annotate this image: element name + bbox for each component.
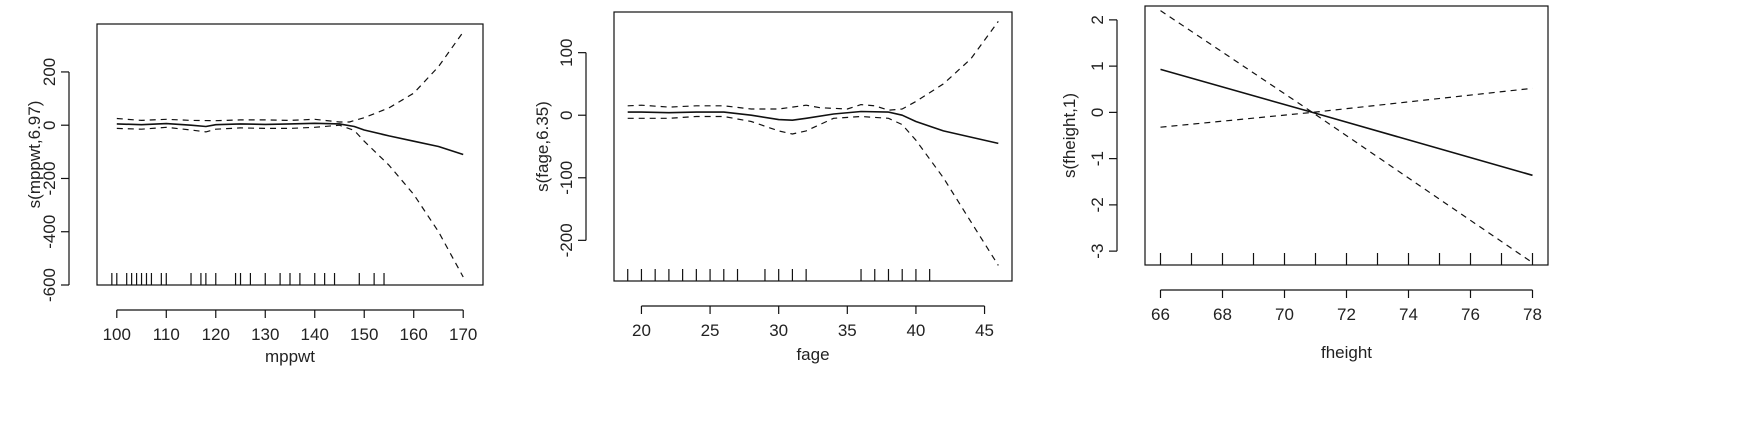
x-tick-label: 68: [1213, 305, 1232, 324]
x-tick-label: 160: [400, 325, 428, 344]
x-tick-label: 35: [838, 321, 857, 340]
x-tick-label: 100: [103, 325, 131, 344]
x-tick-label: 25: [701, 321, 720, 340]
x-tick-label: 20: [632, 321, 651, 340]
x-tick-label: 130: [251, 325, 279, 344]
chart-panel-3: 66 68 70 72 74 76 78 -3 -2 -1 0 1 2 fheight s(fheight,…: [1060, 5, 1549, 362]
y-axis-title: s(fheight,1): [1060, 93, 1079, 178]
x-tick-label: 45: [975, 321, 994, 340]
y-axis-title: s(mppwt,6.97): [25, 101, 44, 209]
y-axis-title: s(fage,6.35): [533, 101, 552, 192]
y-tick-label: -1: [1088, 151, 1107, 166]
x-tick-label: 76: [1461, 305, 1480, 324]
chart-panel-2: 20 25 30 35 40 45 -200 -100 0 100 fage s(fage,6.35): [533, 11, 1013, 364]
y-tick-label: -200: [40, 161, 59, 195]
x-tick-label: 110: [153, 325, 180, 344]
x-axis-title: fage: [796, 345, 829, 364]
lower-band-line: [116, 124, 464, 278]
x-tick-label: 66: [1151, 305, 1170, 324]
y-tick-label: 0: [40, 120, 59, 129]
upper-band-line: [116, 31, 464, 123]
y-tick-label: 200: [40, 58, 59, 86]
y-tick-label: 2: [1088, 15, 1107, 24]
y-tick-label: 100: [557, 38, 576, 66]
y-tick-label: 0: [1088, 108, 1107, 117]
y-tick-label: -100: [557, 161, 576, 195]
chart-panel-1: 100 110 120 130 140 150 160 170 -600 -400 -200 0 200…: [25, 23, 484, 366]
upper-band-line: [627, 21, 999, 111]
x-tick-label: 120: [202, 325, 230, 344]
plot-frame: [613, 11, 1013, 282]
x-tick-label: 70: [1275, 305, 1294, 324]
y-tick-label: -400: [40, 215, 59, 249]
y-tick-label: -200: [557, 223, 576, 257]
y-tick-label: -3: [1088, 244, 1107, 259]
plot-frame: [96, 23, 484, 286]
x-axis-title: fheight: [1321, 343, 1372, 362]
x-tick-label: 140: [301, 325, 329, 344]
x-tick-label: 78: [1523, 305, 1542, 324]
y-tick-label: -2: [1088, 197, 1107, 212]
lower-band-line: [1160, 87, 1533, 128]
smooth-estimate-line: [1160, 68, 1533, 177]
x-tick-label: 170: [449, 325, 477, 344]
y-tick-label: 1: [1088, 61, 1107, 70]
y-tick-label: 0: [557, 110, 576, 119]
x-tick-label: 74: [1399, 305, 1418, 324]
x-tick-label: 72: [1337, 305, 1356, 324]
upper-band-line: [1160, 10, 1533, 264]
smooth-estimate-line: [627, 110, 999, 145]
y-tick-label: -600: [40, 268, 59, 302]
smooth-estimate-line: [116, 122, 464, 156]
x-tick-label: 150: [350, 325, 378, 344]
x-tick-label: 30: [769, 321, 788, 340]
x-tick-label: 40: [906, 321, 925, 340]
x-axis-title: mppwt: [265, 347, 315, 366]
lower-band-line: [627, 115, 999, 266]
